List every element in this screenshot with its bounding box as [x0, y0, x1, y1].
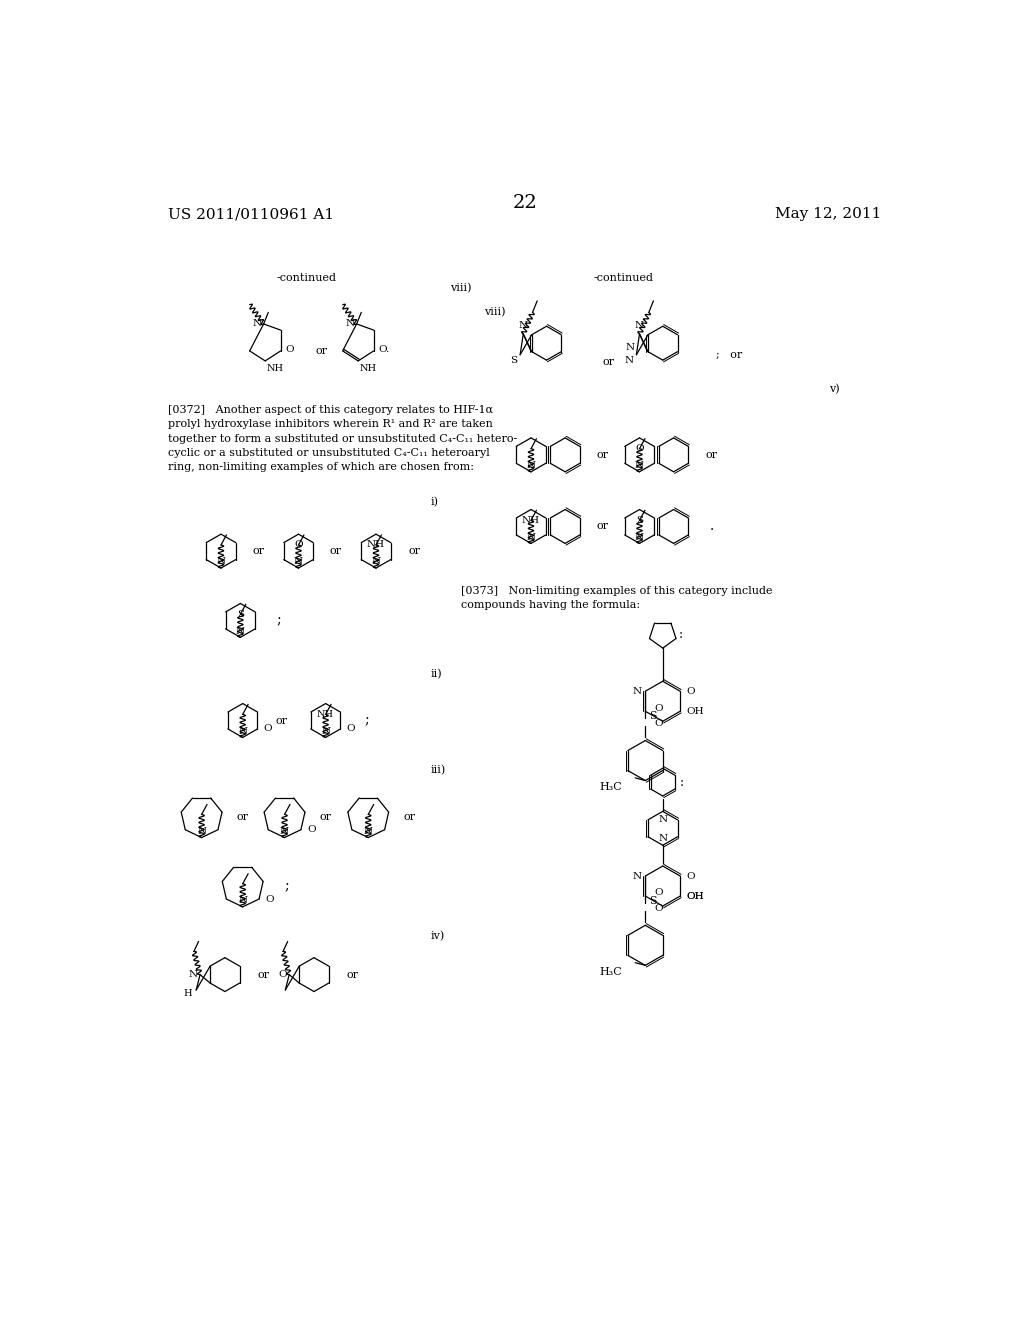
Text: O: O [286, 345, 294, 354]
Text: N: N [658, 816, 668, 824]
Text: or: or [706, 450, 718, 459]
Text: N: N [236, 627, 245, 636]
Text: H₃C: H₃C [599, 968, 622, 977]
Text: N: N [658, 834, 668, 843]
Text: O: O [307, 825, 315, 834]
Text: N: N [626, 343, 635, 351]
Text: ii): ii) [430, 669, 442, 680]
Text: N: N [635, 321, 644, 330]
Text: .: . [710, 520, 714, 533]
Text: ;: ; [285, 879, 289, 894]
Text: N: N [322, 727, 330, 737]
Text: N: N [635, 461, 644, 470]
Text: O.: O. [378, 345, 389, 354]
Text: or: or [596, 450, 608, 459]
Text: S: S [237, 610, 244, 619]
Text: N: N [346, 319, 355, 329]
Text: O: O [265, 895, 273, 903]
Text: O: O [279, 970, 287, 979]
Text: S: S [636, 516, 643, 524]
Text: H₃C: H₃C [599, 783, 622, 792]
Text: US 2011/0110961 A1: US 2011/0110961 A1 [168, 207, 335, 222]
Text: or: or [403, 812, 416, 822]
Text: N: N [526, 533, 536, 543]
Text: OH: OH [686, 891, 705, 900]
Text: ;: ; [365, 714, 369, 727]
Text: NH: NH [522, 516, 540, 524]
Text: O: O [654, 904, 664, 913]
Text: 22: 22 [512, 194, 538, 213]
Text: N: N [526, 461, 536, 470]
Text: N: N [519, 321, 527, 330]
Text: S: S [649, 711, 656, 721]
Text: N: N [294, 557, 303, 566]
Text: or: or [596, 521, 608, 532]
Text: O: O [346, 725, 355, 734]
Text: O: O [294, 540, 303, 549]
Text: OH: OH [686, 706, 705, 715]
Text: S: S [649, 896, 656, 906]
Text: N: N [635, 533, 644, 543]
Text: iii): iii) [430, 766, 445, 776]
Text: or: or [275, 715, 288, 726]
Text: N: N [632, 871, 641, 880]
Text: or: or [347, 970, 358, 979]
Text: viii): viii) [450, 282, 471, 293]
Text: NH: NH [317, 710, 334, 718]
Text: [0373]   Non-limiting examples of this category include
compounds having the for: [0373] Non-limiting examples of this cat… [461, 586, 773, 610]
Text: O: O [635, 444, 644, 453]
Text: ;: ; [276, 614, 282, 627]
Text: [0372]   Another aspect of this category relates to HIF-1α
prolyl hydroxylase in: [0372] Another aspect of this category r… [168, 405, 517, 473]
Text: N: N [280, 828, 289, 836]
Text: OH: OH [686, 891, 705, 900]
Text: or: or [319, 812, 332, 822]
Text: v): v) [829, 384, 840, 395]
Text: O: O [654, 704, 664, 713]
Text: -continued: -continued [276, 273, 336, 282]
Text: viii): viii) [484, 308, 506, 318]
Text: iv): iv) [430, 931, 444, 941]
Text: or: or [602, 358, 614, 367]
Text: N: N [216, 557, 225, 566]
Text: H: H [183, 990, 193, 998]
Text: N: N [188, 970, 198, 979]
Text: N: N [239, 896, 247, 906]
Text: May 12, 2011: May 12, 2011 [775, 207, 882, 222]
Text: N: N [364, 828, 373, 836]
Text: O: O [654, 719, 664, 729]
Text: :: : [680, 776, 684, 788]
Text: :: : [678, 628, 682, 640]
Text: N: N [372, 557, 381, 566]
Text: N: N [253, 319, 262, 329]
Text: NH: NH [266, 364, 284, 374]
Text: ;   or: ; or [716, 350, 741, 360]
Text: or: or [409, 546, 421, 556]
Text: N: N [239, 727, 247, 737]
Text: O: O [263, 725, 272, 734]
Text: N: N [197, 828, 206, 836]
Text: or: or [252, 546, 264, 556]
Text: NH: NH [359, 364, 377, 374]
Text: NH: NH [367, 540, 385, 549]
Text: -continued: -continued [594, 273, 654, 282]
Text: i): i) [430, 498, 438, 508]
Text: S: S [510, 356, 517, 366]
Text: O: O [686, 871, 695, 880]
Text: or: or [330, 546, 342, 556]
Text: O: O [686, 686, 695, 696]
Text: or: or [315, 346, 328, 356]
Text: or: or [237, 812, 249, 822]
Text: O: O [654, 888, 664, 898]
Text: N: N [625, 356, 633, 366]
Text: N: N [632, 686, 641, 696]
Text: or: or [258, 970, 269, 979]
